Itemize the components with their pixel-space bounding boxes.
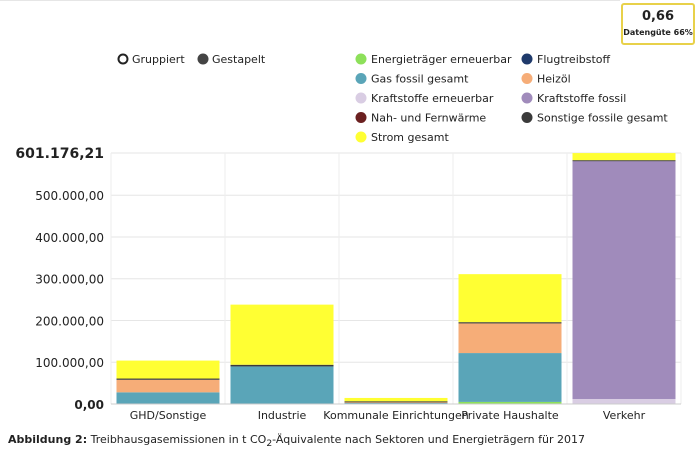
bar-segment[interactable] [344, 401, 448, 403]
caption-subscript: 2 [266, 438, 273, 450]
bar-segment[interactable] [458, 274, 562, 323]
bar-segment[interactable] [572, 160, 676, 162]
mode-option-label[interactable]: Gruppiert [132, 53, 185, 66]
bar-segment[interactable] [230, 366, 334, 404]
bar-segment[interactable] [458, 322, 562, 324]
legend-item[interactable]: Heizöl [537, 73, 571, 86]
y-tick-label: 500.000,00 [35, 189, 104, 203]
y-tick-label: 601.176,21 [15, 146, 104, 162]
y-tick-label: 200.000,00 [35, 314, 104, 328]
data-quality-label: Datengüte 66% [623, 28, 693, 37]
x-tick-label: Industrie [258, 409, 307, 422]
bar-segment[interactable] [116, 360, 220, 379]
legend-marker-icon[interactable] [355, 112, 367, 123]
legend-marker-icon[interactable] [355, 92, 367, 104]
bar-segment[interactable] [116, 378, 220, 380]
bar-segment[interactable] [230, 364, 334, 367]
bar-segment[interactable] [344, 397, 448, 402]
bar-segment[interactable] [116, 379, 220, 393]
bar-segment[interactable] [572, 153, 676, 161]
mode-radio-icon[interactable] [117, 53, 129, 65]
legend-item[interactable]: Sonstige fossile gesamt [537, 112, 668, 125]
bar-segment[interactable] [458, 353, 562, 402]
legend-marker-icon[interactable] [355, 131, 367, 143]
top-divider [0, 0, 620, 1]
legend-marker-icon[interactable] [521, 53, 533, 65]
emissions-chart: 0,00 100.000,00 200.000,00 300.000,00 400.00… [15, 53, 682, 422]
legend-item[interactable]: Gas fossil gesamt [371, 73, 469, 86]
legend-marker-icon[interactable] [521, 112, 533, 123]
legend-marker-icon[interactable] [355, 53, 367, 65]
legend-item[interactable]: Energieträger erneuerbar [371, 53, 512, 66]
legend-item[interactable]: Kraftstoffe erneuerbar [371, 92, 494, 105]
bar-segment[interactable] [572, 161, 676, 399]
bar-segment[interactable] [344, 402, 448, 404]
x-tick-label: Verkehr [603, 409, 646, 422]
legend-item[interactable]: Nah- und Fernwärme [371, 112, 486, 125]
caption-text: Treibhausgasemissionen in t CO [90, 433, 267, 446]
figure-caption: Abbildung 2: Treibhausgasemissionen in t… [8, 433, 585, 449]
y-tick-label: 300.000,00 [35, 273, 104, 287]
legend-item[interactable]: Flugtreibstoff [537, 53, 611, 66]
legend-marker-icon[interactable] [521, 92, 533, 104]
caption-text-end: -Äquivalente nach Sektoren und Energietr… [272, 433, 586, 446]
bar-segment[interactable] [458, 401, 562, 404]
legend-marker-icon[interactable] [521, 73, 533, 84]
y-tick-label: 0,00 [74, 398, 104, 412]
mode-radio-selected-icon[interactable] [197, 53, 209, 65]
y-tick-label: 100.000,00 [35, 356, 104, 370]
x-tick-label: Private Haushalte [461, 409, 559, 422]
bar-segment[interactable] [458, 323, 562, 354]
legend-item[interactable]: Kraftstoffe fossil [537, 92, 626, 105]
data-quality-box: 0,66 Datengüte 66% [621, 3, 695, 45]
bar-segment[interactable] [116, 392, 220, 404]
legend-marker-icon[interactable] [355, 73, 367, 84]
bar-segment[interactable] [230, 304, 334, 365]
bar-segment[interactable] [344, 401, 448, 403]
legend-item[interactable]: Strom gesamt [371, 131, 449, 144]
x-tick-label: Kommunale Einrichtungen [323, 409, 468, 422]
bar-segment[interactable] [572, 398, 676, 404]
caption-label: Abbildung 2: [8, 433, 88, 446]
mode-option-label[interactable]: Gestapelt [212, 53, 266, 66]
data-quality-value: 0,66 [641, 9, 675, 24]
x-tick-label: GHD/Sonstige [130, 409, 207, 422]
y-tick-label: 400.000,00 [35, 231, 104, 245]
